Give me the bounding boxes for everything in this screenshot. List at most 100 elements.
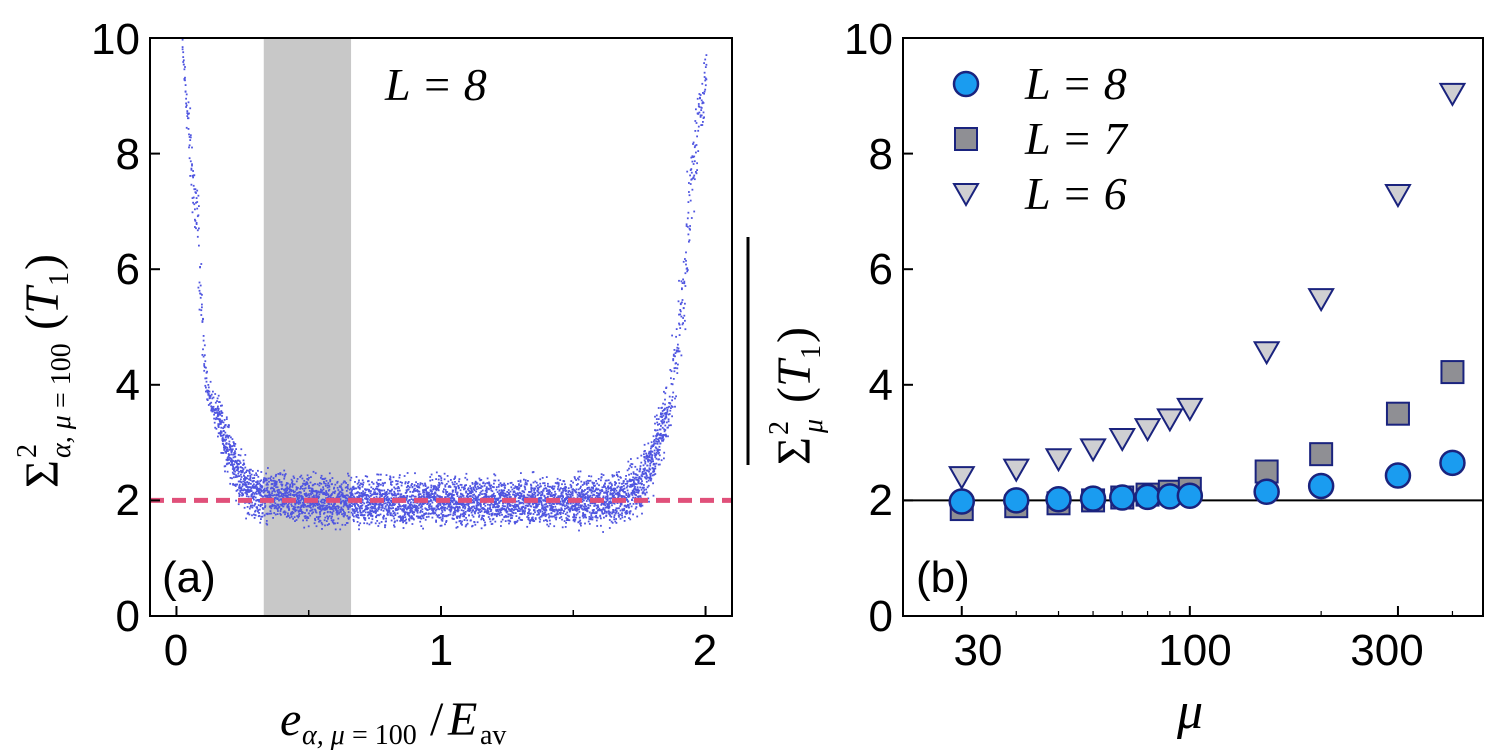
data-point	[513, 487, 516, 490]
data-point	[265, 522, 268, 525]
data-point	[234, 461, 236, 463]
data-point	[582, 516, 585, 519]
data-point	[290, 515, 293, 518]
data-point	[405, 521, 408, 524]
data-point	[527, 514, 530, 517]
data-point	[376, 520, 379, 522]
data-point	[334, 490, 337, 493]
data-point	[275, 480, 278, 483]
data-point	[377, 507, 380, 509]
data-point	[293, 483, 296, 486]
data-point	[651, 474, 654, 477]
data-point	[519, 513, 522, 515]
data-point	[603, 492, 606, 494]
data-point	[226, 470, 229, 473]
data-point	[551, 502, 554, 505]
data-point	[295, 486, 298, 489]
data-point	[384, 526, 386, 529]
data-point	[232, 473, 235, 475]
data-point	[530, 505, 533, 508]
data-point	[303, 506, 305, 508]
data-point	[652, 435, 655, 438]
data-point	[567, 499, 569, 502]
data-point	[543, 514, 545, 517]
data-point	[316, 504, 319, 507]
data-point	[376, 483, 379, 485]
data-point	[635, 483, 638, 486]
data-point	[578, 529, 580, 532]
data-point	[354, 492, 357, 495]
data-point	[418, 504, 420, 507]
data-point	[540, 497, 543, 500]
data-point	[481, 489, 484, 492]
data-point	[350, 491, 353, 493]
data-point	[217, 407, 220, 410]
data-point	[487, 509, 489, 512]
data-point	[342, 512, 345, 515]
data-point	[575, 491, 578, 494]
data-point	[355, 515, 358, 518]
data-point	[411, 510, 414, 513]
data-point	[260, 495, 263, 497]
data-point	[607, 488, 610, 490]
data-point	[224, 431, 227, 434]
data-point	[512, 511, 515, 514]
data-point	[284, 474, 286, 476]
data-point	[372, 503, 374, 506]
data-point	[315, 496, 317, 499]
data-point	[382, 509, 385, 512]
data-point	[657, 439, 660, 442]
data-point	[618, 515, 620, 518]
data-point	[389, 503, 392, 505]
data-point	[477, 501, 480, 504]
data-point	[534, 480, 537, 483]
data-point	[563, 487, 566, 490]
data-point	[497, 513, 500, 515]
data-point	[510, 513, 512, 516]
data-point	[438, 483, 441, 486]
data-point	[231, 449, 233, 452]
data-point	[547, 495, 549, 498]
data-point	[511, 514, 514, 517]
data-point	[264, 502, 266, 505]
data-point	[532, 481, 535, 484]
data-point	[422, 484, 425, 487]
data-point	[243, 489, 246, 491]
data-point	[495, 486, 498, 489]
data-point	[264, 489, 267, 492]
data-point	[446, 475, 449, 477]
data-point	[379, 492, 382, 495]
data-point	[248, 507, 251, 510]
data-point	[404, 507, 407, 509]
data-point	[475, 509, 477, 512]
data-point	[275, 505, 278, 508]
data-point	[275, 507, 278, 510]
data-point	[379, 489, 382, 492]
data-point	[389, 478, 392, 481]
data-point	[277, 493, 280, 496]
data-point	[328, 523, 330, 525]
data-point	[302, 483, 305, 485]
data-point	[497, 508, 499, 511]
data-point	[638, 476, 641, 479]
data-point	[608, 519, 611, 521]
data-point	[435, 478, 437, 480]
data-point	[470, 492, 473, 495]
data-point	[318, 493, 321, 496]
data-point	[187, 112, 189, 115]
data-point	[550, 505, 553, 508]
data-point	[199, 292, 202, 295]
data-point	[659, 428, 662, 431]
data-point	[368, 488, 370, 491]
data-point	[441, 482, 444, 485]
data-point	[597, 496, 599, 499]
data-point	[596, 516, 599, 519]
data-point	[645, 472, 647, 475]
data-point	[381, 503, 384, 506]
data-point	[391, 514, 393, 517]
data-point	[352, 485, 355, 488]
data-point	[645, 491, 648, 494]
data-point	[479, 508, 482, 511]
data-point	[354, 481, 356, 483]
data-point	[404, 511, 406, 513]
